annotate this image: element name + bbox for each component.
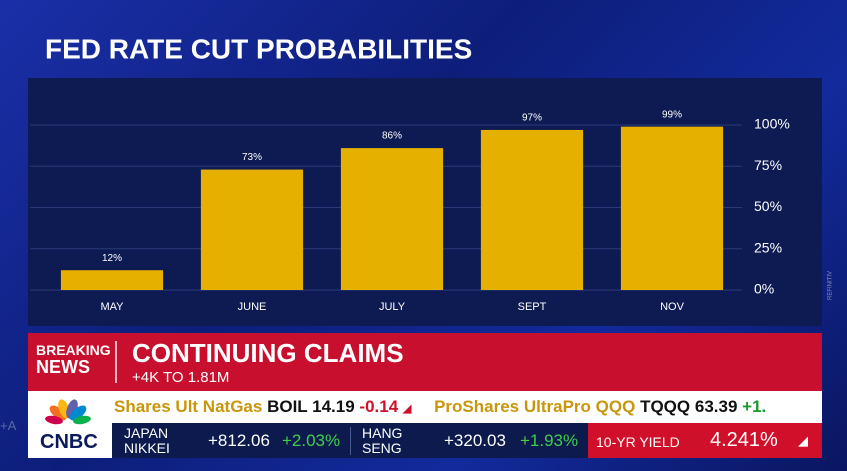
peacock bbox=[45, 399, 91, 425]
market-name: JAPAN NIKKEI bbox=[124, 426, 170, 456]
divider bbox=[350, 427, 351, 455]
y-tick-label: 25% bbox=[754, 239, 782, 255]
arrow: ◢ bbox=[402, 403, 412, 415]
y-tick-label: 0% bbox=[754, 281, 774, 297]
yield-name: 10-YR YIELD bbox=[596, 434, 680, 450]
ticker-change: -0.14 bbox=[359, 397, 399, 416]
ticker-symbol: TQQQ bbox=[640, 397, 691, 416]
bar bbox=[200, 169, 304, 290]
value-label: 86% bbox=[382, 131, 402, 142]
logo-text: CNBC bbox=[40, 431, 98, 453]
source: REFINITIV bbox=[828, 271, 834, 300]
ticker: Shares Ult NatGas BOIL 14.19 -0.14 ◢ Pro… bbox=[28, 391, 822, 423]
y-tick-label: 50% bbox=[754, 198, 782, 214]
yield-value: 4.241% bbox=[710, 429, 778, 451]
value-label: 99% bbox=[662, 109, 682, 120]
bar bbox=[340, 148, 444, 290]
value-label: 97% bbox=[522, 113, 542, 124]
market-points: +320.03 bbox=[444, 431, 506, 450]
market-name: HANG SENG bbox=[362, 426, 402, 456]
market-name-bottom: SENG bbox=[362, 440, 402, 456]
market-points: +812.06 bbox=[208, 431, 270, 450]
ticker-change: +1. bbox=[742, 397, 767, 416]
arrow: ◢ bbox=[798, 433, 808, 448]
value-label: 12% bbox=[102, 253, 122, 264]
chart-title: FED RATE CUT PROBABILITIES bbox=[45, 33, 472, 64]
bar bbox=[480, 129, 584, 290]
x-tick-label: JUNE bbox=[238, 301, 267, 313]
ticker-name: ProShares UltraPro QQQ bbox=[434, 397, 636, 416]
y-tick-label: 75% bbox=[754, 157, 782, 173]
market-name-top: JAPAN bbox=[124, 425, 169, 441]
ticker-symbol: BOIL bbox=[267, 397, 308, 416]
x-tick-label: SEPT bbox=[518, 301, 547, 313]
ticker-name: Shares Ult NatGas bbox=[114, 397, 263, 416]
label-bottom: NEWS bbox=[36, 357, 90, 377]
x-tick-label: NOV bbox=[660, 301, 685, 313]
chart: FED RATE CUT PROBABILITIES REFINITIV 0% 2… bbox=[28, 33, 834, 326]
market-name-bottom: NIKKEI bbox=[124, 440, 170, 456]
yield-box: 10-YR YIELD 4.241% ◢ bbox=[588, 423, 822, 458]
divider bbox=[115, 341, 117, 383]
markets-bar: JAPAN NIKKEI +812.06 +2.03% HANG SENG +320… bbox=[112, 423, 588, 458]
bar bbox=[60, 270, 164, 290]
x-tick-label: JULY bbox=[379, 301, 406, 313]
edge-text: +A bbox=[0, 418, 17, 433]
ticker-price: 14.19 bbox=[312, 397, 355, 416]
y-tick-label: 100% bbox=[754, 116, 790, 132]
market-percent: +1.93% bbox=[520, 431, 579, 450]
ticker-track: Shares Ult NatGas BOIL 14.19 -0.14 ◢ Pro… bbox=[114, 397, 766, 417]
breaking-banner: BREAKING NEWS CONTINUING CLAIMS +4K TO 1… bbox=[28, 333, 822, 391]
subhead: +4K TO 1.81M bbox=[132, 369, 230, 386]
ticker-price: 63.39 bbox=[694, 397, 738, 416]
label-top: BREAKING bbox=[36, 342, 111, 358]
breaking-label: BREAKING NEWS bbox=[36, 343, 111, 377]
logo-box: CNBC bbox=[28, 391, 112, 458]
bar bbox=[620, 126, 724, 291]
market-percent: +2.03% bbox=[282, 431, 341, 450]
headline: CONTINUING CLAIMS bbox=[132, 338, 404, 368]
market-name-top: HANG bbox=[362, 425, 403, 441]
value-label: 73% bbox=[242, 152, 262, 163]
x-tick-label: MAY bbox=[100, 301, 124, 313]
